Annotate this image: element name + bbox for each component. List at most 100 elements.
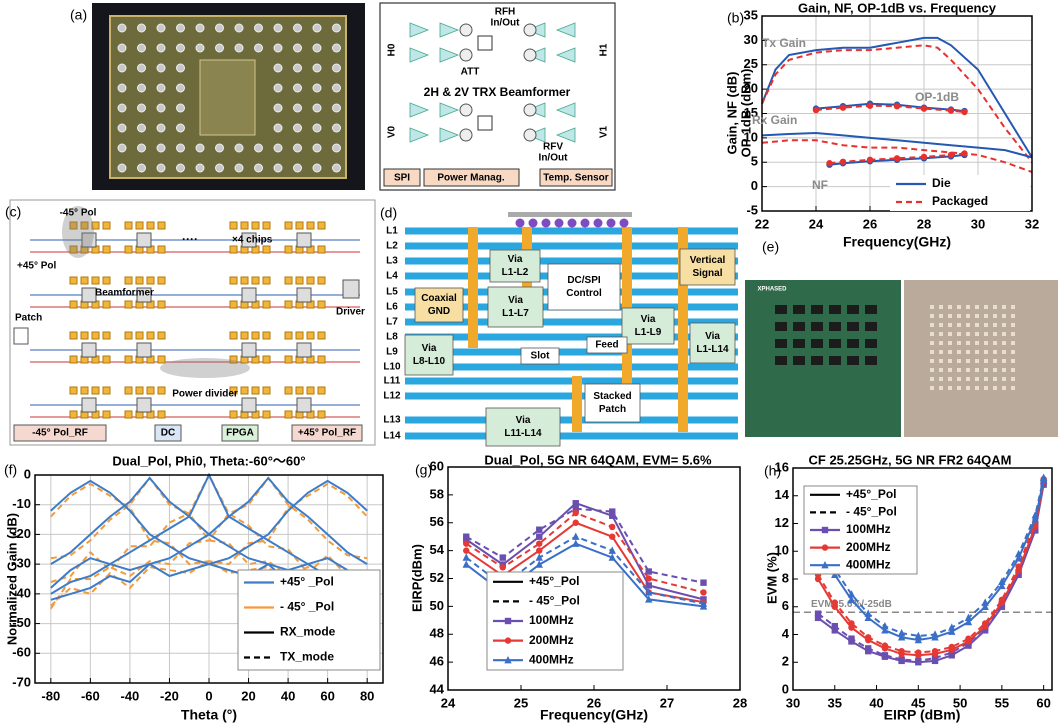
x-tick-label: 25 bbox=[514, 695, 528, 710]
antenna-patch bbox=[263, 277, 270, 284]
phase-shifter bbox=[460, 24, 472, 36]
pad bbox=[333, 64, 341, 72]
antenna-patch bbox=[136, 222, 143, 229]
label: L1-L7 bbox=[502, 308, 529, 319]
antenna-element bbox=[984, 377, 988, 381]
pad bbox=[274, 24, 282, 32]
data-point bbox=[500, 554, 506, 560]
chip bbox=[829, 305, 841, 314]
antenna-element bbox=[957, 323, 961, 327]
antenna-patch bbox=[158, 411, 165, 418]
pad bbox=[118, 24, 126, 32]
antenna-patch bbox=[147, 387, 154, 394]
data-point bbox=[894, 155, 900, 161]
pad bbox=[294, 144, 302, 152]
antenna-patch bbox=[103, 277, 110, 284]
y-tick-label: 0 bbox=[782, 681, 789, 696]
data-point bbox=[882, 652, 888, 658]
antenna-element bbox=[1002, 386, 1006, 390]
antenna-element bbox=[1002, 314, 1006, 318]
x-tick-label: 35 bbox=[828, 695, 842, 710]
data-point bbox=[815, 610, 821, 616]
y-tick-label: 56 bbox=[430, 514, 444, 529]
y-tick-label: 54 bbox=[430, 542, 445, 557]
label: Patch bbox=[599, 404, 626, 415]
y-tick-label: -70 bbox=[12, 674, 31, 689]
legend-marker bbox=[505, 637, 511, 643]
pad bbox=[333, 104, 341, 112]
data-point bbox=[961, 150, 967, 156]
antenna-patch bbox=[307, 277, 314, 284]
antenna-patch bbox=[92, 277, 99, 284]
pad bbox=[255, 44, 263, 52]
pad bbox=[294, 84, 302, 92]
data-point bbox=[813, 107, 819, 113]
highlight bbox=[160, 358, 250, 378]
antenna-patch bbox=[230, 222, 237, 229]
phase-shifter bbox=[524, 104, 536, 116]
legend-label: 400MHz bbox=[529, 652, 574, 666]
data-point bbox=[965, 635, 971, 641]
antenna-element bbox=[1002, 305, 1006, 309]
label: L5 bbox=[386, 287, 398, 298]
layer-box bbox=[690, 323, 735, 363]
x-tick-label: 30 bbox=[786, 695, 800, 710]
x-tick-label: 60 bbox=[1036, 695, 1050, 710]
pad bbox=[235, 44, 243, 52]
data-point bbox=[865, 645, 871, 651]
antenna-patch bbox=[158, 332, 165, 339]
solder-ball bbox=[555, 219, 564, 228]
pad bbox=[294, 104, 302, 112]
antenna-element bbox=[993, 314, 997, 318]
metal-layer bbox=[405, 417, 738, 424]
chip bbox=[847, 339, 859, 348]
antenna-element bbox=[975, 377, 979, 381]
panel-label: (a) bbox=[70, 7, 87, 23]
panel-label: (d) bbox=[380, 205, 397, 221]
pad bbox=[157, 44, 165, 52]
y-tick-label: 12 bbox=[775, 515, 789, 530]
antenna-patch bbox=[125, 301, 132, 308]
pad bbox=[196, 24, 204, 32]
antenna-patch bbox=[125, 222, 132, 229]
pad bbox=[333, 24, 341, 32]
data-point bbox=[932, 648, 938, 654]
antenna-element bbox=[948, 368, 952, 372]
antenna-patch bbox=[241, 222, 248, 229]
antenna-element bbox=[930, 359, 934, 363]
data-point bbox=[949, 644, 955, 650]
chart-title: Gain, NF, OP-1dB vs. Frequency bbox=[798, 0, 997, 15]
label: 2H & 2V TRX Beamformer bbox=[424, 85, 571, 99]
chip bbox=[793, 305, 805, 314]
antenna-patch bbox=[318, 301, 325, 308]
y-tick-label: 35 bbox=[744, 7, 758, 22]
y-tick-label: -60 bbox=[12, 645, 31, 660]
antenna-element bbox=[966, 386, 970, 390]
legend-label: - 45°_Pol bbox=[846, 505, 897, 519]
via bbox=[468, 227, 478, 348]
data-point bbox=[609, 533, 615, 539]
pad bbox=[294, 24, 302, 32]
x-tick-label: 80 bbox=[360, 688, 374, 703]
antenna-patch bbox=[125, 332, 132, 339]
x-tick-label: 28 bbox=[733, 695, 747, 710]
label: ×4 chips bbox=[232, 235, 273, 246]
pad bbox=[118, 164, 126, 172]
antenna-element bbox=[939, 314, 943, 318]
antenna-element bbox=[939, 305, 943, 309]
antenna-element bbox=[966, 377, 970, 381]
label: L2 bbox=[386, 241, 398, 252]
label: Via bbox=[508, 295, 523, 306]
beamformer-chip bbox=[137, 398, 151, 412]
pad bbox=[118, 104, 126, 112]
pad bbox=[313, 44, 321, 52]
y-axis-label: Gain, NF (dB) bbox=[724, 71, 739, 154]
label: Temp. Sensor bbox=[543, 173, 608, 184]
antenna-element bbox=[993, 332, 997, 336]
pad bbox=[274, 164, 282, 172]
y-axis-label: EVM (%) bbox=[764, 552, 779, 604]
legend-label: RX_mode bbox=[280, 625, 336, 639]
pad bbox=[138, 64, 146, 72]
solder-ball bbox=[594, 219, 603, 228]
pad bbox=[216, 144, 224, 152]
